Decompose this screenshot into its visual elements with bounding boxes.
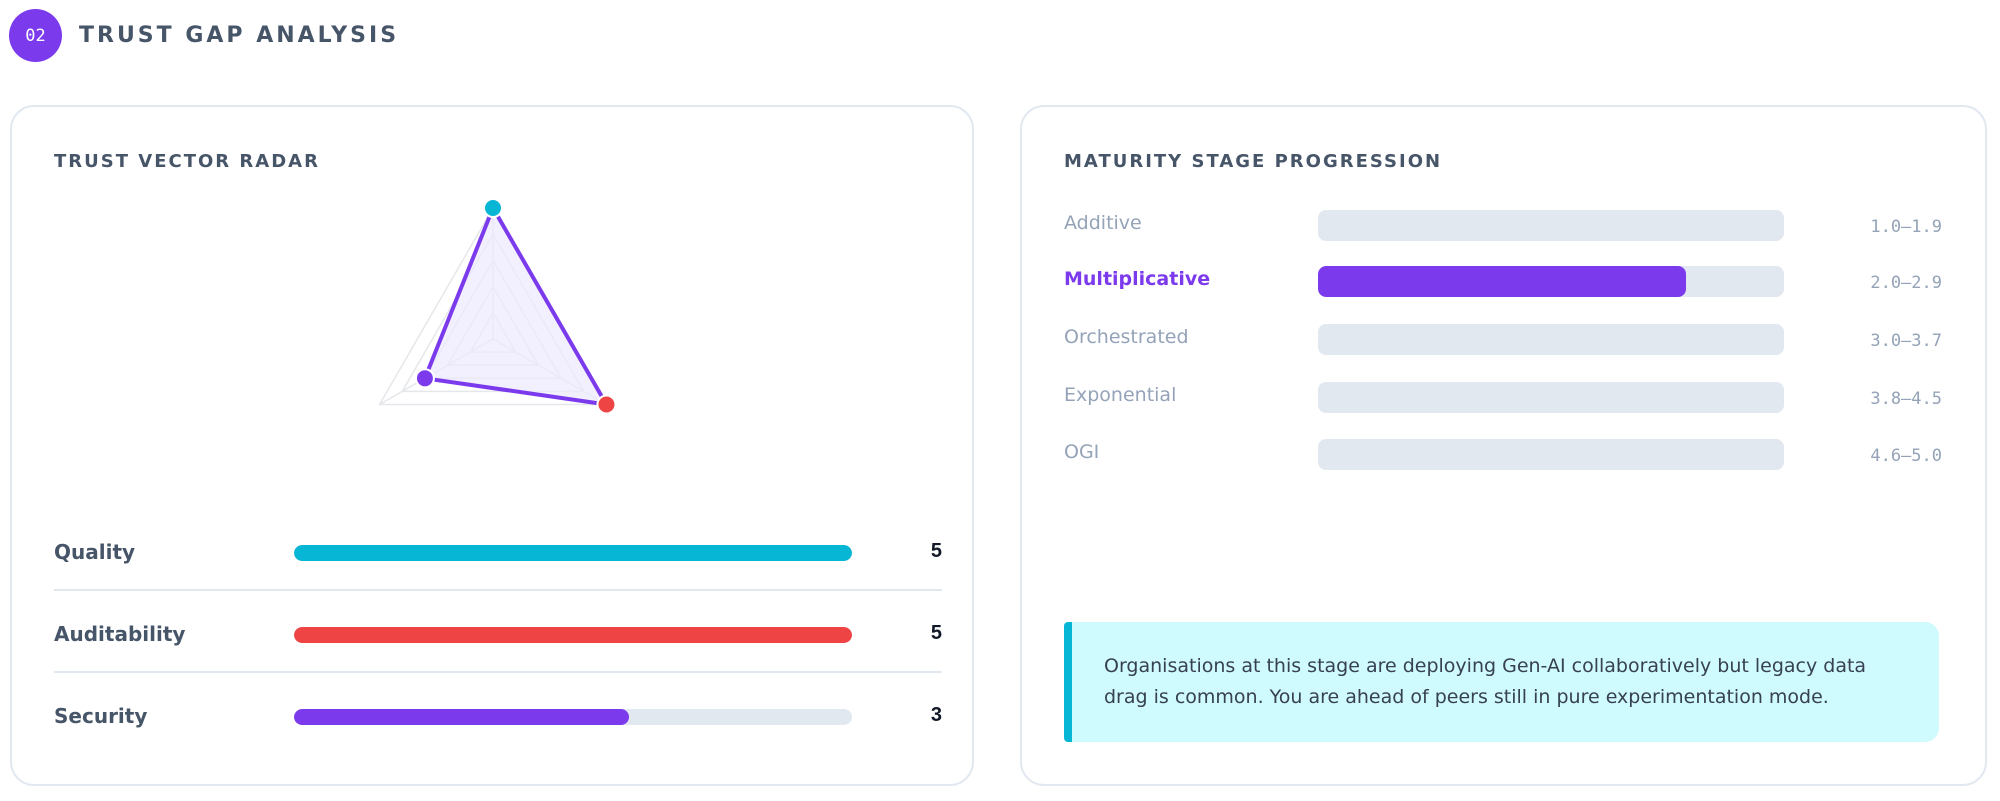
stage-bar-track [1318, 266, 1784, 297]
maturity-stage-title: MATURITY STAGE PROGRESSION [1064, 151, 1443, 172]
vector-score: 5 [930, 540, 942, 562]
stage-range: 1.0–1.9 [1870, 217, 1942, 237]
vector-bar-track [294, 627, 852, 643]
vector-bar-track [294, 709, 852, 725]
vector-label: Quality [54, 540, 136, 564]
stage-range: 2.0–2.9 [1870, 273, 1942, 293]
vector-bar-fill [294, 709, 629, 725]
radar-point-quality [483, 198, 503, 218]
stage-row-additive: Additive 1.0–1.9 [1064, 208, 1942, 242]
vector-score: 5 [930, 622, 942, 644]
stage-bar-track [1318, 324, 1784, 355]
step-number-badge: 02 [9, 9, 62, 62]
stage-bar-track [1318, 210, 1784, 241]
stage-label: OGI [1064, 441, 1100, 463]
stage-range: 4.6–5.0 [1870, 446, 1942, 466]
vector-score: 3 [930, 704, 942, 726]
section-header: 02 TRUST GAP ANALYSIS [9, 9, 399, 62]
stage-label: Additive [1064, 212, 1142, 234]
radar-point-security [414, 368, 435, 389]
radar-shape [422, 206, 609, 407]
stage-range: 3.0–3.7 [1870, 331, 1942, 351]
divider [54, 671, 942, 673]
maturity-stage-card: MATURITY STAGE PROGRESSION Additive 1.0–… [1020, 105, 1987, 786]
vector-bar-fill [294, 545, 852, 561]
stage-range: 3.8–4.5 [1870, 389, 1942, 409]
vector-label: Security [54, 704, 148, 728]
stage-row-orchestrated: Orchestrated 3.0–3.7 [1064, 322, 1942, 356]
stage-bar-track [1318, 439, 1784, 470]
stage-insight-callout: Organisations at this stage are deployin… [1064, 622, 1939, 742]
radar-point-auditability [596, 394, 617, 415]
stage-bar-fill [1318, 266, 1687, 297]
vector-row-quality: Quality 5 [54, 532, 942, 572]
stage-bar-track [1318, 382, 1784, 413]
stage-row-multiplicative: Multiplicative 2.0–2.9 [1064, 264, 1942, 298]
section-title: TRUST GAP ANALYSIS [79, 23, 400, 48]
stage-label: Orchestrated [1064, 326, 1189, 348]
divider [54, 589, 942, 591]
trust-vector-card: TRUST VECTOR RADAR Quality 5 Auditabilit… [10, 105, 974, 786]
vector-row-auditability: Auditability 5 [54, 614, 942, 654]
trust-vector-title: TRUST VECTOR RADAR [54, 151, 320, 172]
stage-label: Exponential [1064, 384, 1177, 406]
stage-row-ogi: OGI 4.6–5.0 [1064, 437, 1942, 471]
radar-points [414, 198, 617, 415]
vector-bar-fill [294, 627, 852, 643]
vector-label: Auditability [54, 622, 186, 646]
trust-vector-radar-chart [378, 198, 617, 415]
vector-bar-track [294, 545, 852, 561]
vector-row-security: Security 3 [54, 696, 942, 736]
stage-label: Multiplicative [1064, 268, 1211, 290]
stage-row-exponential: Exponential 3.8–4.5 [1064, 380, 1942, 414]
